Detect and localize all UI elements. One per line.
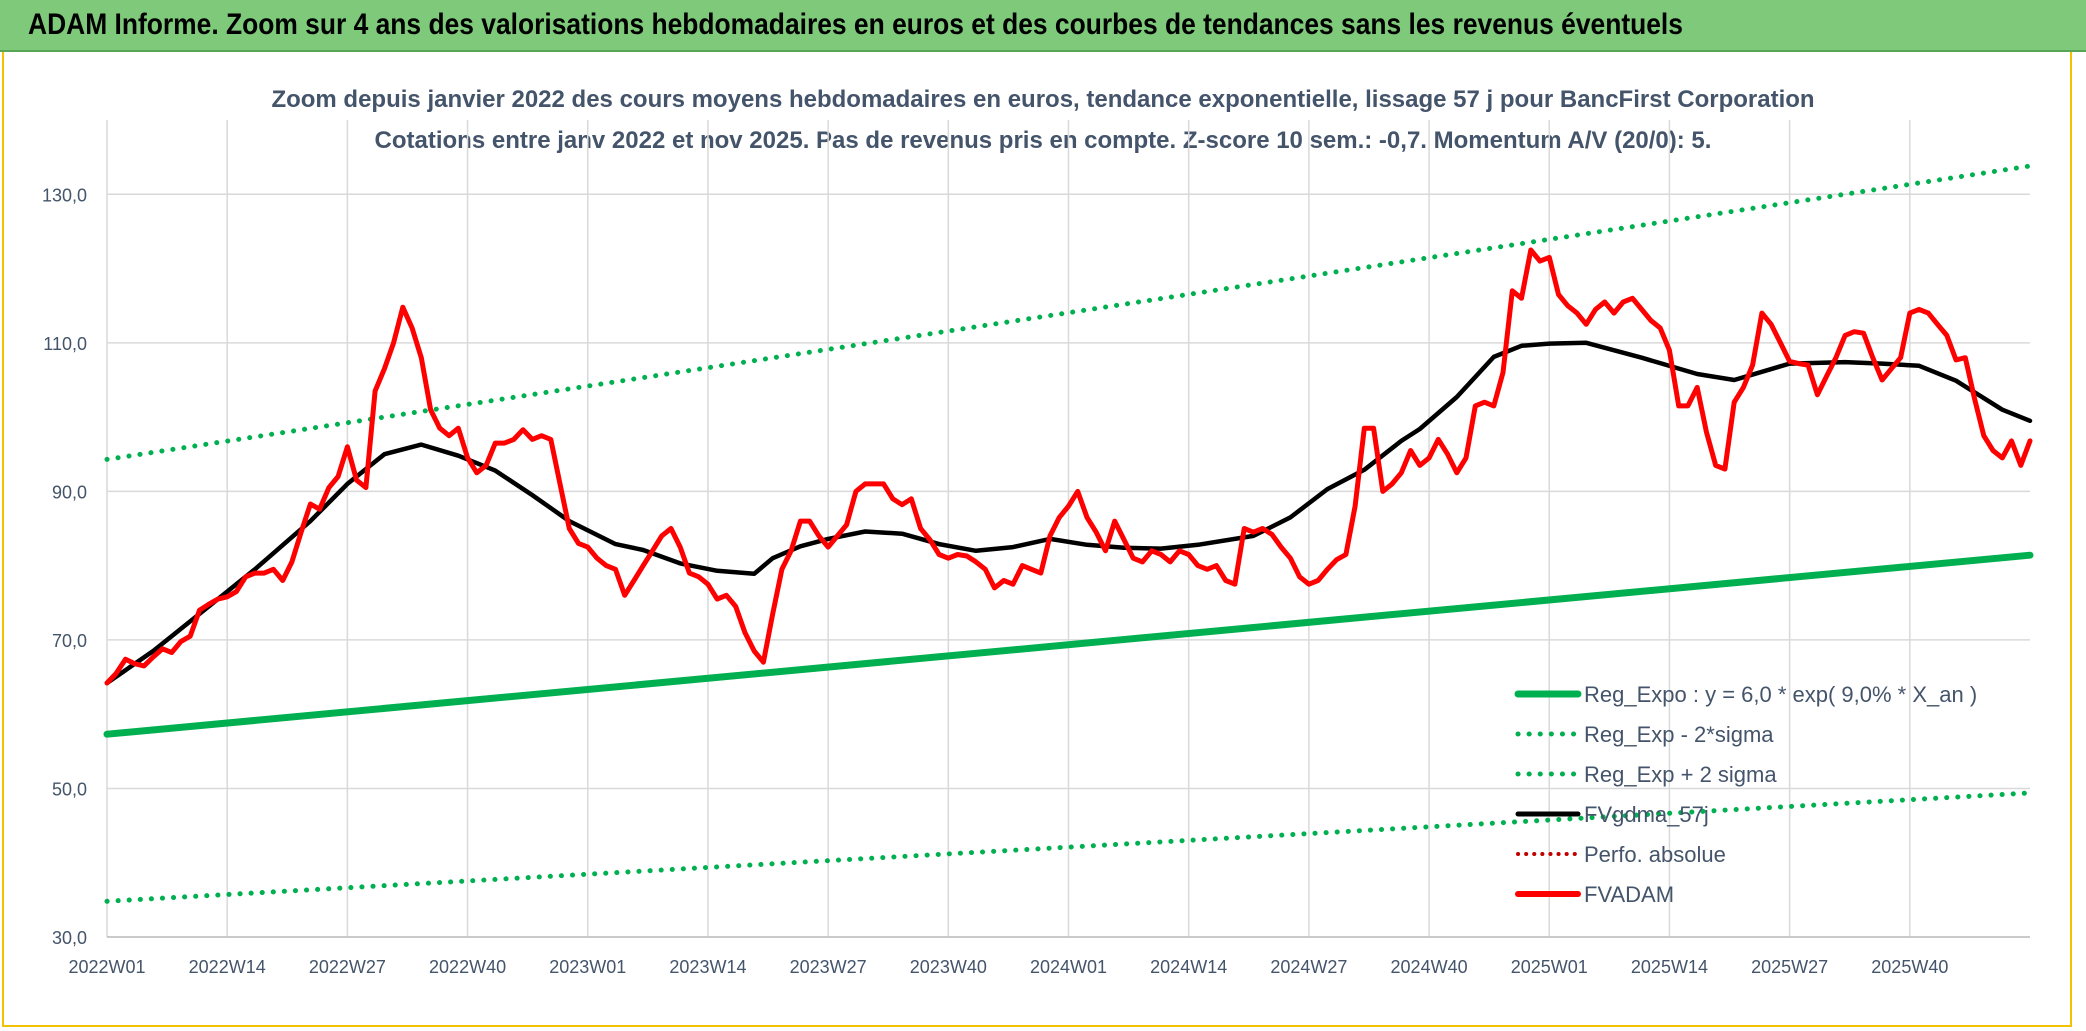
y-tick-label: 30,0 — [52, 928, 87, 948]
y-axis: 30,0 50,0 70,0 90,0 110,0 130,0 — [42, 185, 87, 948]
series — [103, 163, 2034, 904]
gridlines — [106, 120, 2030, 938]
legend: Reg_Expo : y = 6,0 * exp( 9,0% * X_an ) R… — [1514, 682, 1977, 907]
legend-label-reg_lo: Reg_Exp - 2*sigma — [1584, 722, 1774, 747]
x-tick-label: 2022W14 — [189, 957, 266, 977]
x-tick-label: 2022W27 — [309, 957, 386, 977]
x-tick-label: 2023W01 — [549, 957, 626, 977]
reg-expo-line — [103, 551, 2034, 738]
chart-frame — [2, 52, 2072, 1027]
x-tick-label: 2023W40 — [910, 957, 987, 977]
legend-label-perfo: Perfo. absolue — [1584, 842, 1726, 867]
legend-label-fvadam: FVADAM — [1584, 882, 1674, 907]
chart-title-line-2: Cotations entre janv 2022 et nov 2025. P… — [375, 127, 1712, 154]
x-tick-label: 2024W27 — [1270, 957, 1347, 977]
fvadam-line — [104, 247, 2033, 686]
report-title: ADAM Informe. Zoom sur 4 ans des valoris… — [28, 8, 1683, 41]
report-banner: ADAM Informe. Zoom sur 4 ans des valoris… — [0, 0, 2086, 52]
chart-title-line-1: Zoom depuis janvier 2022 des cours moyen… — [271, 86, 1814, 113]
y-tick-label: 110,0 — [43, 334, 87, 354]
x-tick-label: 2025W27 — [1751, 957, 1828, 977]
x-axis: 2022W01 2022W14 2022W27 2022W40 2023W01 2023W… — [68, 936, 2030, 977]
legend-label-reg_expo: Reg_Expo : y = 6,0 * exp( 9,0% * X_an ) — [1584, 682, 1977, 707]
x-tick-label: 2024W14 — [1150, 957, 1227, 977]
x-tick-label: 2024W01 — [1030, 957, 1107, 977]
x-tick-label: 2022W01 — [68, 957, 145, 977]
legend-label-fvgdma: FVgdma_57j — [1584, 802, 1709, 827]
x-tick-label: 2025W01 — [1511, 957, 1588, 977]
reg-exp-minus-2-sigma-line — [104, 790, 2033, 904]
y-tick-label: 90,0 — [52, 482, 87, 502]
x-tick-label: 2025W40 — [1871, 957, 1948, 977]
y-tick-label: 130,0 — [42, 185, 87, 205]
x-tick-label: 2024W40 — [1391, 957, 1468, 977]
x-tick-label: 2022W40 — [429, 957, 506, 977]
y-tick-label: 50,0 — [52, 779, 87, 799]
x-tick-label: 2023W27 — [790, 957, 867, 977]
y-tick-label: 70,0 — [52, 631, 87, 651]
reg-exp-plus-2-sigma-line — [104, 163, 2033, 462]
x-tick-label: 2023W14 — [669, 957, 746, 977]
x-tick-label: 2025W14 — [1631, 957, 1708, 977]
legend-label-reg_hi: Reg_Exp + 2 sigma — [1584, 762, 1777, 787]
